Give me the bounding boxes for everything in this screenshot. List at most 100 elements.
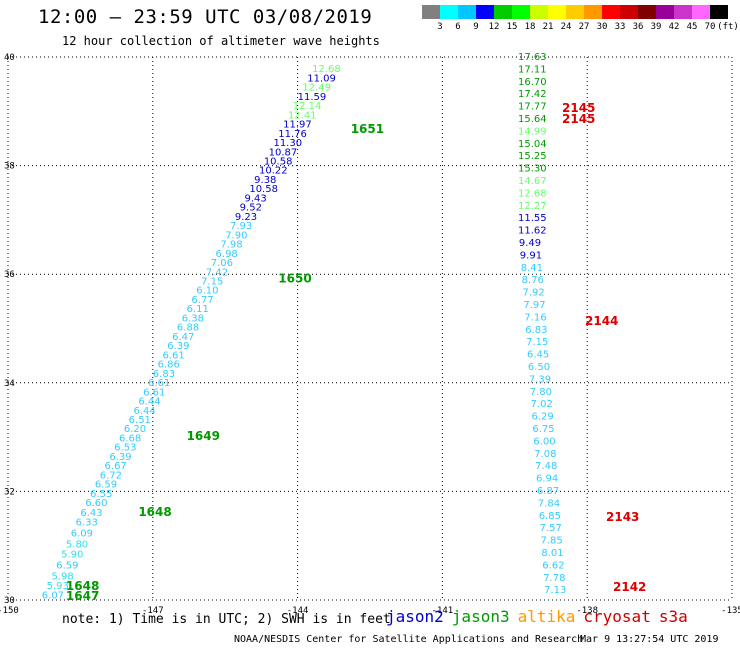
wave-height-label: 6.83: [525, 325, 547, 336]
wave-height-label: 6.20: [124, 424, 146, 435]
time-label: 2145: [562, 101, 595, 115]
wave-height-label: 6.83: [153, 369, 175, 380]
time-label: 2143: [606, 510, 639, 524]
wave-height-label: 6.33: [76, 518, 98, 529]
colorbar-label: 6: [455, 22, 461, 32]
wave-height-label: 7.15: [526, 337, 548, 348]
colorbar-swatch: [620, 5, 638, 19]
colorbar-label: 3: [437, 22, 443, 32]
wave-height-label: 7.84: [538, 498, 560, 509]
footer-credit: NOAA/NESDIS Center for Satellite Applica…: [234, 634, 584, 645]
colorbar-swatch: [692, 5, 710, 19]
wave-height-label: 17.77: [518, 102, 547, 113]
wave-height-label: 6.77: [191, 295, 213, 306]
wave-height-label: 7.57: [540, 523, 562, 534]
y-tick-label: 36: [4, 270, 15, 280]
wave-height-label: 12.41: [288, 110, 317, 121]
wave-height-label: 17.11: [518, 64, 547, 75]
wave-height-label: 6.85: [539, 511, 561, 522]
wave-height-label: 11.76: [278, 129, 307, 140]
wave-height-label: 8.01: [541, 548, 563, 559]
x-tick-label: -147: [142, 606, 164, 616]
colorbar-swatch: [548, 5, 566, 19]
colorbar-swatch: [710, 5, 728, 19]
wave-height-label: 6.59: [56, 561, 78, 572]
wave-height-label: 11.97: [283, 120, 312, 131]
wave-height-label: 6.62: [542, 560, 564, 571]
wave-height-label: 7.06: [211, 258, 233, 269]
wave-height-label: 12.27: [518, 201, 547, 212]
colorbar-label: 12: [488, 22, 500, 32]
wave-height-label: 5.90: [61, 550, 83, 561]
wave-height-label: 9.91: [520, 250, 542, 261]
colorbar-swatch: [422, 5, 440, 19]
satellite-legend: jason2 jason3 altika cryosat s3a: [386, 607, 696, 626]
x-tick-label: -144: [287, 606, 309, 616]
wave-height-label: 6.29: [532, 412, 554, 423]
wave-height-label: 10.22: [259, 166, 288, 177]
wave-height-label: 9.49: [519, 238, 541, 249]
x-tick-label: -150: [0, 606, 19, 616]
colorbar-label: (ft): [717, 22, 739, 32]
wave-height-label: 7.02: [531, 399, 553, 410]
wave-height-label: 6.07: [42, 590, 64, 601]
colorbar-label: 39: [650, 22, 662, 32]
wave-height-label: 6.55: [90, 489, 112, 500]
wave-height-label: 12.68: [518, 188, 547, 199]
time-label: 1651: [351, 122, 384, 136]
wave-height-label: 7.98: [220, 240, 242, 251]
colorbar: [422, 5, 728, 19]
chart-subtitle: 12 hour collection of altimeter wave hei…: [62, 34, 380, 48]
wave-height-label: 6.60: [85, 498, 107, 509]
colorbar-label: 27: [578, 22, 590, 32]
colorbar-label: 24: [560, 22, 572, 32]
wave-height-label: 10.87: [269, 147, 298, 158]
y-tick-label: 38: [4, 162, 15, 172]
wave-height-label: 8.76: [522, 275, 544, 286]
wave-height-label: 11.59: [298, 92, 327, 103]
wave-height-label: 6.10: [196, 286, 218, 297]
time-label: 2145: [562, 112, 595, 126]
colorbar-swatch: [458, 5, 476, 19]
y-tick-label: 40: [4, 53, 15, 63]
colorbar-swatch: [674, 5, 692, 19]
time-label: 2144: [585, 314, 618, 328]
wave-height-label: 12.14: [293, 101, 322, 112]
wave-height-label: 5.98: [51, 571, 73, 582]
wave-height-label: 6.67: [105, 461, 127, 472]
wave-height-label: 6.00: [533, 436, 555, 447]
wave-height-label: 17.42: [518, 89, 547, 100]
wave-height-label: 7.93: [230, 221, 252, 232]
wave-height-label: 7.08: [534, 449, 556, 460]
footer-timestamp: Mar 9 13:27:54 UTC 2019: [580, 634, 719, 645]
legend-entry-jason2: jason2: [386, 607, 444, 626]
wave-height-label: 15.30: [518, 164, 547, 175]
colorbar-swatch: [584, 5, 602, 19]
colorbar-swatch: [638, 5, 656, 19]
chart-title: 12:00 – 23:59 UTC 03/08/2019: [38, 6, 373, 28]
wave-height-label: 16.70: [518, 77, 547, 88]
wave-height-label: 6.11: [187, 304, 209, 315]
wave-height-label: 9.43: [245, 193, 267, 204]
wave-height-label: 6.53: [114, 443, 136, 454]
time-label: 2142: [613, 580, 646, 594]
legend-entry-s3a: s3a: [658, 607, 688, 626]
wave-height-label: 10.58: [249, 184, 278, 195]
legend-entry-jason3: jason3: [451, 607, 510, 626]
wave-height-label: 17.63: [518, 52, 547, 63]
colorbar-swatch: [440, 5, 458, 19]
wave-height-label: 6.61: [143, 387, 165, 398]
wave-height-label: 6.38: [182, 313, 204, 324]
wave-height-label: 11.09: [307, 73, 336, 84]
wave-height-label: 12.68: [312, 64, 341, 75]
colorbar-swatch: [656, 5, 674, 19]
wave-height-label: 14.99: [518, 126, 547, 137]
wave-height-label: 15.04: [518, 139, 547, 150]
wave-height-label: 7.39: [529, 374, 551, 385]
colorbar-label: 45: [686, 22, 698, 32]
wave-height-label: 7.78: [543, 573, 565, 584]
colorbar-label: 21: [542, 22, 554, 32]
wave-height-label: 6.72: [100, 470, 122, 481]
colorbar-swatch: [530, 5, 548, 19]
colorbar-swatch: [566, 5, 584, 19]
